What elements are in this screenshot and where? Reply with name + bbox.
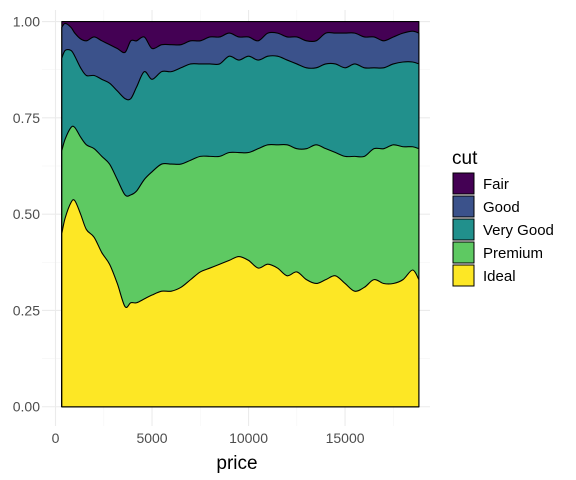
legend-label: Fair xyxy=(483,176,509,193)
x-tick-label: 10000 xyxy=(229,430,268,446)
stacked-areas xyxy=(61,21,420,408)
legend-label: Very Good xyxy=(483,222,554,239)
legend-title: cut xyxy=(452,148,478,169)
legend-item-good: Good xyxy=(452,195,520,218)
y-tick-label: 1.00 xyxy=(13,14,40,30)
x-tick-label: 5000 xyxy=(136,430,167,446)
area-ideal xyxy=(61,199,420,408)
legend: cut Fair Good Very Good Premium Ideal xyxy=(452,148,554,287)
legend-label: Ideal xyxy=(483,268,516,285)
legend-swatch xyxy=(452,218,475,241)
x-tick-label: 15000 xyxy=(326,430,365,446)
legend-item-ideal: Ideal xyxy=(452,264,516,287)
x-tick-label: 0 xyxy=(52,430,60,446)
legend-swatch xyxy=(452,241,475,264)
y-tick-label: 0.00 xyxy=(13,399,40,415)
x-axis-title: price xyxy=(216,453,257,474)
legend-label: Good xyxy=(483,199,520,216)
y-tick-label: 0.75 xyxy=(13,110,40,126)
legend-swatch xyxy=(452,264,475,287)
legend-label: Premium xyxy=(483,245,543,262)
legend-items: Fair Good Very Good Premium Ideal xyxy=(452,172,554,287)
legend-swatch xyxy=(452,172,475,195)
legend-swatch xyxy=(452,195,475,218)
legend-item-fair: Fair xyxy=(452,172,509,195)
y-tick-label: 0.50 xyxy=(13,206,40,222)
y-tick-label: 0.25 xyxy=(13,302,40,318)
y-axis-ticks: 0.00 0.25 0.50 0.75 1.00 xyxy=(13,14,40,415)
legend-item-premium: Premium xyxy=(452,241,543,264)
x-axis-ticks: 0 5000 10000 15000 xyxy=(52,430,365,446)
legend-item-very-good: Very Good xyxy=(452,218,554,241)
